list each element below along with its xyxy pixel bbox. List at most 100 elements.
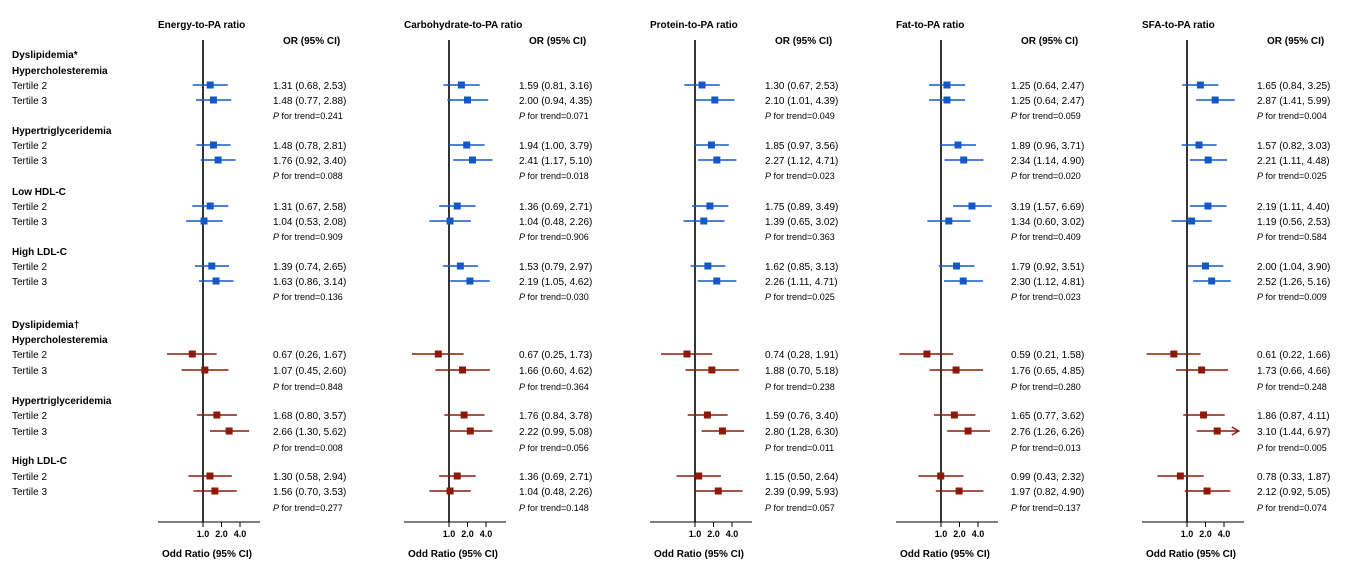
or-marker-4-2-3 xyxy=(960,156,968,164)
or-ci-text-4-4-3: 2.30 (1.12, 4.81) xyxy=(1011,277,1084,288)
p-value: for trend=0.848 xyxy=(279,382,343,392)
p-trend-4-7: P for trend=0.137 xyxy=(1011,503,1081,513)
panel-title-2: Carbohydrate-to-PA ratio xyxy=(404,20,522,31)
p-trend-3-7: P for trend=0.057 xyxy=(765,503,835,513)
x-tick-label-3-2: 2.0 xyxy=(707,529,720,539)
p-trend-5-7: P for trend=0.074 xyxy=(1257,503,1327,513)
or-ci-text-4-5-3: 1.76 (0.65, 4.85) xyxy=(1011,366,1084,377)
p-trend-5-6: P for trend=0.005 xyxy=(1257,443,1327,453)
x-tick-label-5-1: 1.0 xyxy=(1181,529,1194,539)
x-tick-label-3-3: 4.0 xyxy=(726,529,739,539)
p-symbol: P xyxy=(1011,171,1017,181)
p-symbol: P xyxy=(519,503,525,513)
p-trend-1-2: P for trend=0.088 xyxy=(273,171,343,181)
p-value: for trend=0.025 xyxy=(771,292,835,302)
or-marker-3-3-3 xyxy=(700,217,708,225)
or-marker-2-1-2 xyxy=(457,81,465,89)
or-marker-4-3-2 xyxy=(968,202,976,210)
or-marker-3-4-3 xyxy=(713,277,721,285)
p-symbol: P xyxy=(519,382,525,392)
p-trend-5-5: P for trend=0.248 xyxy=(1257,382,1327,392)
p-symbol: P xyxy=(519,443,525,453)
p-value: for trend=0.005 xyxy=(1263,443,1327,453)
tertile-label-2-2: Tertile 2 xyxy=(12,141,47,152)
or-ci-text-2-4-2: 1.53 (0.79, 2.97) xyxy=(519,262,592,273)
p-symbol: P xyxy=(1011,443,1017,453)
p-symbol: P xyxy=(1257,232,1263,242)
or-marker-2-3-3 xyxy=(446,217,454,225)
or-ci-text-1-1-3: 1.48 (0.77, 2.88) xyxy=(273,96,346,107)
or-marker-5-4-2 xyxy=(1202,262,1209,270)
tertile-label-6-2: Tertile 2 xyxy=(12,411,47,422)
p-value: for trend=0.906 xyxy=(525,232,589,242)
p-value: for trend=0.277 xyxy=(279,503,343,513)
panel-title-1: Energy-to-PA ratio xyxy=(158,20,245,31)
or-marker-1-6-2 xyxy=(213,411,221,419)
p-trend-4-5: P for trend=0.280 xyxy=(1011,382,1081,392)
p-value: for trend=0.049 xyxy=(771,111,835,121)
tertile-label-4-3: Tertile 3 xyxy=(12,277,47,288)
or-marker-5-5-2 xyxy=(1170,350,1178,358)
p-value: for trend=0.280 xyxy=(1017,382,1081,392)
p-value: for trend=0.071 xyxy=(525,111,589,121)
subgroup-label-1: Hypercholesteremia xyxy=(12,66,108,77)
x-tick-label-2-3: 4.0 xyxy=(480,529,493,539)
or-ci-text-5-3-2: 2.19 (1.11, 4.40) xyxy=(1257,202,1330,213)
or-ci-text-2-3-3: 1.04 (0.48, 2.26) xyxy=(519,217,592,228)
or-ci-text-1-1-2: 1.31 (0.68, 2.53) xyxy=(273,81,346,92)
or-marker-4-4-3 xyxy=(959,277,967,285)
ci-header-4: OR (95% CI) xyxy=(1021,36,1078,47)
or-marker-2-6-2 xyxy=(460,411,468,419)
p-value: for trend=0.030 xyxy=(525,292,589,302)
or-ci-text-3-1-2: 1.30 (0.67, 2.53) xyxy=(765,81,838,92)
or-ci-text-2-5-3: 1.66 (0.60, 4.62) xyxy=(519,366,592,377)
x-axis-label-1: Odd Ratio (95% CI) xyxy=(162,549,252,560)
subgroup-label-5: Hypercholesteremia xyxy=(12,335,108,346)
or-ci-text-4-5-2: 0.59 (0.21, 1.58) xyxy=(1011,350,1084,361)
x-tick-label-5-2: 2.0 xyxy=(1199,529,1212,539)
p-symbol: P xyxy=(765,503,771,513)
p-trend-3-1: P for trend=0.049 xyxy=(765,111,835,121)
p-value: for trend=0.148 xyxy=(525,503,589,513)
p-trend-1-3: P for trend=0.909 xyxy=(273,232,343,242)
p-symbol: P xyxy=(273,292,279,302)
or-ci-text-3-1-3: 2.10 (1.01, 4.39) xyxy=(765,96,838,107)
p-symbol: P xyxy=(519,171,525,181)
or-marker-2-5-3 xyxy=(459,366,467,374)
section-label-1: Dyslipidemia* xyxy=(12,50,78,61)
section-label-2: Dyslipidemia† xyxy=(12,320,79,331)
or-marker-2-2-2 xyxy=(463,141,471,149)
or-marker-3-2-2 xyxy=(707,141,715,149)
or-ci-text-4-1-3: 1.25 (0.64, 2.47) xyxy=(1011,96,1084,107)
or-ci-text-1-7-3: 1.56 (0.70, 3.53) xyxy=(273,487,346,498)
or-marker-2-4-3 xyxy=(466,277,474,285)
or-marker-3-3-2 xyxy=(706,202,714,210)
or-marker-4-1-2 xyxy=(943,81,951,89)
p-symbol: P xyxy=(1257,171,1263,181)
p-value: for trend=0.409 xyxy=(1017,232,1081,242)
or-marker-5-7-3 xyxy=(1203,487,1211,495)
p-symbol: P xyxy=(1011,382,1017,392)
or-marker-4-5-2 xyxy=(923,350,931,358)
p-value: for trend=0.020 xyxy=(1017,171,1081,181)
p-trend-2-6: P for trend=0.056 xyxy=(519,443,589,453)
p-value: for trend=0.009 xyxy=(1263,292,1327,302)
p-trend-4-3: P for trend=0.409 xyxy=(1011,232,1081,242)
p-symbol: P xyxy=(1257,503,1263,513)
p-trend-2-3: P for trend=0.906 xyxy=(519,232,589,242)
p-symbol: P xyxy=(519,232,525,242)
tertile-label-4-2: Tertile 2 xyxy=(12,262,47,273)
p-trend-2-4: P for trend=0.030 xyxy=(519,292,589,302)
p-value: for trend=0.023 xyxy=(771,171,835,181)
or-ci-text-2-2-2: 1.94 (1.00, 3.79) xyxy=(519,141,592,152)
or-marker-4-6-3 xyxy=(964,427,972,435)
or-ci-text-1-7-2: 1.30 (0.58, 2.94) xyxy=(273,472,346,483)
or-ci-text-1-6-3: 2.66 (1.30, 5.62) xyxy=(273,427,346,438)
or-marker-2-6-3 xyxy=(466,427,474,435)
subgroup-label-3: Low HDL-C xyxy=(12,187,66,198)
or-marker-2-5-2 xyxy=(434,350,442,358)
or-ci-text-5-5-2: 0.61 (0.22, 1.66) xyxy=(1257,350,1330,361)
or-marker-3-7-3 xyxy=(714,487,722,495)
p-symbol: P xyxy=(765,171,771,181)
p-value: for trend=0.025 xyxy=(1263,171,1327,181)
